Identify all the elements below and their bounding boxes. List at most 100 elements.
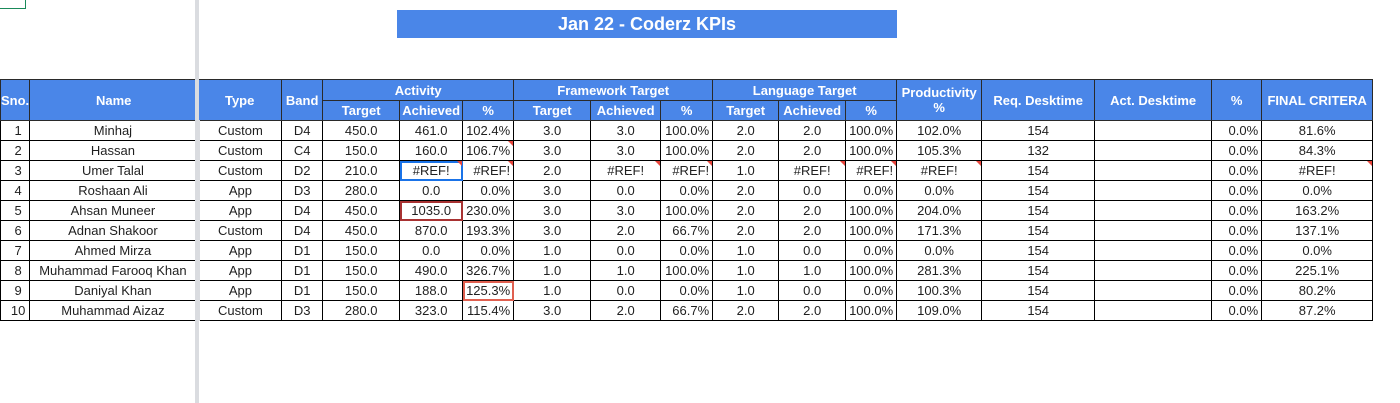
cell-act-desktime[interactable] <box>1094 240 1213 261</box>
cell-desktime-pct[interactable]: 0.0% <box>1211 280 1263 301</box>
cell-act-desktime[interactable] <box>1094 120 1213 141</box>
cell-act-desktime[interactable] <box>1094 180 1213 201</box>
cell-act-desktime[interactable] <box>1094 280 1213 301</box>
cell-activity-pct[interactable]: 102.4% <box>462 120 515 141</box>
cell-sno[interactable]: 7 <box>0 240 31 261</box>
cell-framework-target[interactable]: 3.0 <box>513 120 592 141</box>
subheader-framework-achieved[interactable]: Achieved <box>590 100 662 121</box>
cell-framework-pct[interactable]: 0.0% <box>660 180 714 201</box>
cell-act-desktime[interactable] <box>1094 200 1213 221</box>
table-row[interactable]: 5 Ahsan Muneer App D4 450.0 1035.0 230.0… <box>0 200 1374 221</box>
cell-framework-target[interactable]: 3.0 <box>513 200 592 221</box>
cell-req-desktime[interactable]: 132 <box>981 140 1096 161</box>
cell-productivity[interactable]: #REF! <box>896 160 983 181</box>
cell-req-desktime[interactable]: 154 <box>981 180 1096 201</box>
cell-sno[interactable]: 1 <box>0 120 31 141</box>
header-band[interactable]: Band <box>281 79 324 121</box>
sheet-title-banner[interactable]: Jan 22 - Coderz KPIs <box>397 10 897 38</box>
cell-final-criteria[interactable]: 80.2% <box>1261 280 1374 301</box>
cell-act-desktime[interactable] <box>1094 260 1213 281</box>
cell-language-target[interactable]: 2.0 <box>712 180 780 201</box>
cell-name[interactable]: Ahmed Mirza <box>29 240 199 261</box>
cell-activity-pct[interactable]: 125.3% <box>462 280 515 301</box>
cell-language-target[interactable]: 2.0 <box>712 200 780 221</box>
cell-language-achieved[interactable]: 0.0 <box>778 280 847 301</box>
cell-framework-target[interactable]: 1.0 <box>513 280 592 301</box>
cell-desktime-pct[interactable]: 0.0% <box>1211 140 1263 161</box>
cell-activity-target[interactable]: 450.0 <box>322 220 401 241</box>
table-row[interactable]: 10 Muhammad Aizaz Custom D3 280.0 323.0 … <box>0 300 1374 321</box>
cell-band[interactable]: D4 <box>281 120 324 141</box>
cell-req-desktime[interactable]: 154 <box>981 160 1096 181</box>
cell-productivity[interactable]: 204.0% <box>896 200 983 221</box>
cell-language-target[interactable]: 2.0 <box>712 120 780 141</box>
cell-desktime-pct[interactable]: 0.0% <box>1211 120 1263 141</box>
cell-sno[interactable]: 6 <box>0 220 31 241</box>
cell-language-achieved[interactable]: 2.0 <box>778 200 847 221</box>
cell-activity-pct[interactable]: 326.7% <box>462 260 515 281</box>
cell-activity-pct[interactable]: 115.4% <box>462 300 515 321</box>
cell-productivity[interactable]: 171.3% <box>896 220 983 241</box>
cell-req-desktime[interactable]: 154 <box>981 200 1096 221</box>
cell-req-desktime[interactable]: 154 <box>981 220 1096 241</box>
cell-name[interactable]: Minhaj <box>29 120 199 141</box>
cell-band[interactable]: D4 <box>281 220 324 241</box>
cell-language-target[interactable]: 1.0 <box>712 160 780 181</box>
header-name[interactable]: Name <box>29 79 199 121</box>
cell-band[interactable]: D1 <box>281 260 324 281</box>
cell-type[interactable]: Custom <box>195 160 283 181</box>
cell-language-pct[interactable]: 100.0% <box>845 300 898 321</box>
cell-language-target[interactable]: 2.0 <box>712 140 780 161</box>
subheader-activity-target[interactable]: Target <box>322 100 401 121</box>
header-framework-target[interactable]: Framework Target <box>513 79 714 101</box>
header-act-desktime[interactable]: Act. Desktime <box>1094 79 1213 121</box>
cell-activity-pct[interactable]: #REF! <box>462 160 515 181</box>
cell-band[interactable]: C4 <box>281 140 324 161</box>
header-type[interactable]: Type <box>197 79 283 121</box>
cell-final-criteria[interactable]: 81.6% <box>1261 120 1374 141</box>
cell-language-pct[interactable]: #REF! <box>845 160 898 181</box>
header-req-desktime[interactable]: Req. Desktime <box>981 79 1096 121</box>
cell-activity-achieved[interactable]: 461.0 <box>399 120 464 141</box>
cell-type[interactable]: Custom <box>195 220 283 241</box>
cell-activity-achieved[interactable]: 490.0 <box>399 260 464 281</box>
subheader-language-pct[interactable]: % <box>845 100 898 121</box>
cell-framework-achieved[interactable]: 0.0 <box>590 240 662 261</box>
cell-activity-target[interactable]: 150.0 <box>322 140 401 161</box>
cell-final-criteria[interactable]: 87.2% <box>1261 300 1374 321</box>
cell-framework-target[interactable]: 3.0 <box>513 180 592 201</box>
cell-sno[interactable]: 3 <box>0 160 31 181</box>
cell-language-target[interactable]: 1.0 <box>712 280 780 301</box>
subheader-activity-achieved[interactable]: Achieved <box>399 100 464 121</box>
cell-req-desktime[interactable]: 154 <box>981 300 1096 321</box>
cell-language-pct[interactable]: 100.0% <box>845 120 898 141</box>
cell-activity-target[interactable]: 150.0 <box>322 280 401 301</box>
cell-language-achieved[interactable]: 1.0 <box>778 260 847 281</box>
cell-sno[interactable]: 9 <box>0 280 31 301</box>
cell-band[interactable]: D1 <box>281 280 324 301</box>
cell-language-pct[interactable]: 0.0% <box>845 180 898 201</box>
cell-desktime-pct[interactable]: 0.0% <box>1211 240 1263 261</box>
cell-name[interactable]: Muhammad Farooq Khan <box>29 260 199 281</box>
cell-band[interactable]: D3 <box>281 300 324 321</box>
cell-language-achieved[interactable]: #REF! <box>778 160 847 181</box>
cell-final-criteria[interactable]: 0.0% <box>1261 180 1374 201</box>
cell-framework-achieved[interactable]: #REF! <box>590 160 662 181</box>
cell-language-pct[interactable]: 100.0% <box>845 140 898 161</box>
cell-activity-achieved[interactable]: 0.0 <box>399 240 464 261</box>
cell-final-criteria[interactable]: #REF! <box>1261 160 1374 181</box>
cell-act-desktime[interactable] <box>1094 140 1213 161</box>
cell-framework-target[interactable]: 3.0 <box>513 140 592 161</box>
cell-activity-pct[interactable]: 230.0% <box>462 200 515 221</box>
cell-type[interactable]: App <box>195 260 283 281</box>
cell-activity-target[interactable]: 210.0 <box>322 160 401 181</box>
table-row[interactable]: 8 Muhammad Farooq Khan App D1 150.0 490.… <box>0 260 1374 281</box>
cell-type[interactable]: App <box>195 180 283 201</box>
cell-name[interactable]: Daniyal Khan <box>29 280 199 301</box>
cell-activity-achieved[interactable]: 188.0 <box>399 280 464 301</box>
cell-language-achieved[interactable]: 2.0 <box>778 120 847 141</box>
cell-name[interactable]: Adnan Shakoor <box>29 220 199 241</box>
cell-framework-pct[interactable]: 66.7% <box>660 220 714 241</box>
cell-activity-achieved[interactable]: 160.0 <box>399 140 464 161</box>
cell-name[interactable]: Muhammad Aizaz <box>29 300 199 321</box>
